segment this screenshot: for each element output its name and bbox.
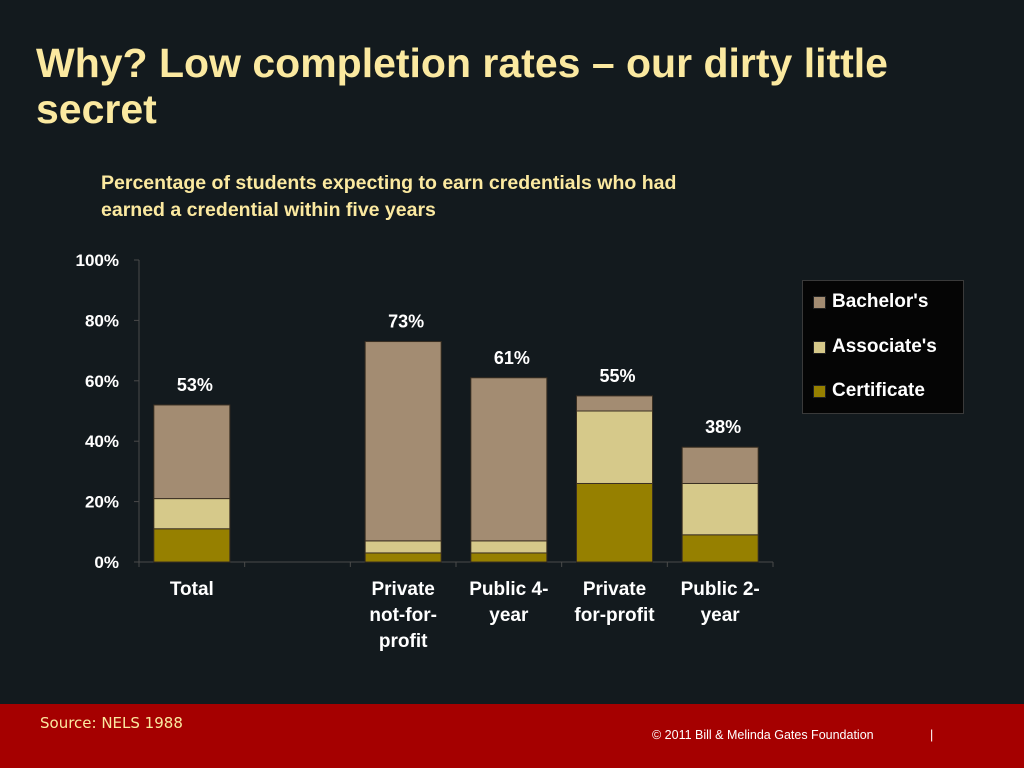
y-tick-label: 20%	[85, 493, 119, 512]
bar-segment-associates	[153, 498, 231, 530]
bar-segment-bachelors	[681, 446, 759, 484]
y-tick-label: 100%	[76, 251, 119, 270]
legend-label-certificate: Certificate	[832, 380, 925, 401]
x-category-label-line: year	[701, 605, 741, 626]
x-category-label-line: Public 2-	[681, 579, 760, 600]
legend-label-associates: Associate's	[832, 336, 937, 357]
bar-segment-certificate	[576, 482, 653, 563]
bar-segment-associates	[681, 482, 759, 536]
legend-swatch-certificate	[813, 384, 826, 398]
legend-label-bachelors: Bachelor's	[832, 291, 929, 312]
bar-segment-bachelors	[153, 404, 231, 500]
total-data-label: 61%	[494, 348, 530, 368]
legend-swatch-associates	[813, 340, 826, 354]
slide-title: Why? Low completion rates – our dirty li…	[36, 40, 888, 132]
bar-segment-bachelors	[364, 341, 442, 542]
x-category-label-line: Private	[583, 579, 646, 600]
legend-item-associates: Associate's	[813, 336, 937, 358]
y-tick-label: 0%	[94, 553, 119, 572]
x-category-label: Private not-for-profit	[369, 579, 437, 652]
legend-swatch-bachelors	[813, 295, 826, 309]
bar-segment-bachelors	[576, 395, 653, 412]
x-category-label-line: not-for-	[369, 605, 437, 626]
x-category-label-line: Private	[371, 579, 434, 600]
stacked-bar-chart: 0% 20% 40% 60% 80% 100% 53% Total 73% Private not-…	[76, 251, 774, 652]
source-note: Source: NELS 1988	[40, 714, 183, 732]
y-tick-label: 80%	[85, 311, 119, 330]
legend-item-certificate: Certificate	[813, 380, 925, 402]
footer-separator: |	[930, 728, 934, 742]
bar-segment-certificate	[681, 534, 759, 563]
chart-title: Percentage of students expecting to earn…	[101, 172, 677, 221]
bar-segment-associates	[576, 410, 653, 484]
x-category-label-line: for-profit	[574, 605, 655, 626]
bar-segment-certificate	[470, 552, 548, 563]
total-data-label: 53%	[177, 375, 213, 395]
chart-legend: Bachelor's Associate's Certificate	[802, 280, 964, 414]
legend-item-bachelors: Bachelor's	[813, 291, 928, 313]
bar-segment-associates	[470, 540, 548, 554]
x-category-label: Public 4- year	[469, 579, 548, 626]
bar-segment-certificate	[364, 552, 442, 563]
bar-segment-associates	[364, 540, 442, 554]
x-category-label-line: year	[489, 605, 529, 626]
total-data-label: 73%	[388, 312, 424, 332]
y-tick-label: 40%	[85, 432, 119, 451]
total-data-label: 55%	[599, 366, 635, 386]
x-category-label-line: profit	[379, 631, 428, 652]
x-category-label: Private for-profit	[574, 579, 655, 626]
total-data-label: 38%	[705, 417, 741, 437]
x-category-label-line: Total	[170, 579, 214, 600]
copyright-text: © 2011 Bill & Melinda Gates Foundation	[652, 728, 874, 742]
bar-segment-bachelors	[470, 377, 548, 542]
x-category-label: Public 2- year	[681, 579, 760, 626]
bar-segment-certificate	[153, 528, 231, 563]
footer-bar: Source: NELS 1988 © 2011 Bill & Melinda …	[0, 704, 1024, 768]
x-category-label-line: Public 4-	[469, 579, 548, 600]
x-category-label: Total	[170, 579, 214, 600]
y-tick-label: 60%	[85, 372, 119, 391]
